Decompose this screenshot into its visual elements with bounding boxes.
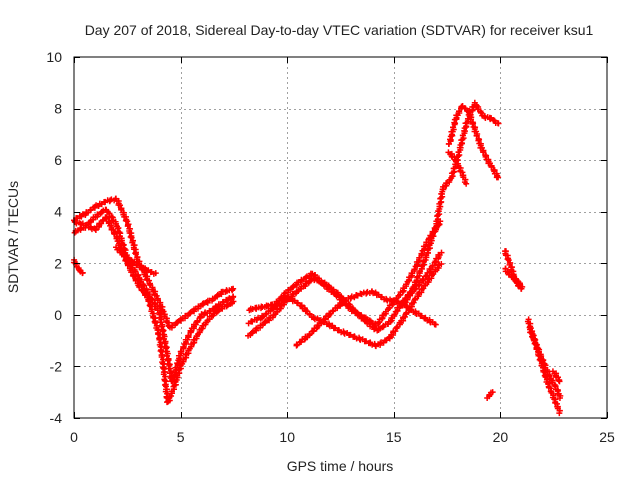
series-trace-o bbox=[502, 265, 526, 290]
data-point bbox=[447, 136, 454, 143]
data-point bbox=[556, 378, 563, 385]
y-tick-label: 6 bbox=[54, 152, 62, 168]
series-trace-h bbox=[246, 218, 444, 329]
y-tick-label: 2 bbox=[54, 255, 62, 271]
data-point bbox=[159, 364, 166, 371]
series-trace-c bbox=[71, 214, 237, 406]
data-point bbox=[152, 270, 159, 277]
x-tick-label: 20 bbox=[493, 429, 509, 445]
data-point bbox=[556, 410, 563, 417]
data-point bbox=[475, 137, 482, 144]
data-point bbox=[418, 250, 425, 257]
y-tick-label: 0 bbox=[54, 307, 62, 323]
series-trace-d bbox=[70, 256, 86, 277]
data-point bbox=[487, 116, 494, 123]
grid bbox=[74, 57, 607, 418]
data-point bbox=[230, 298, 237, 305]
y-tick-label: 8 bbox=[54, 101, 62, 117]
y-tick-label: -2 bbox=[50, 358, 63, 374]
data-point bbox=[463, 180, 470, 187]
series-trace-q bbox=[527, 326, 564, 401]
data-point bbox=[495, 120, 502, 127]
x-axis-label: GPS time / hours bbox=[287, 458, 394, 474]
y-tick-label: 4 bbox=[54, 204, 62, 220]
series-trace-i bbox=[293, 288, 439, 349]
data-point bbox=[489, 389, 496, 396]
data-point bbox=[146, 302, 153, 309]
y-axis-label: SDTVAR / TECUs bbox=[5, 181, 21, 293]
data-point bbox=[393, 324, 400, 331]
series-trace-j bbox=[401, 99, 502, 307]
series-trace-k bbox=[445, 103, 502, 181]
x-tick-label: 10 bbox=[279, 429, 295, 445]
data-point bbox=[519, 283, 526, 290]
data-point bbox=[504, 256, 511, 263]
data-point bbox=[164, 357, 171, 364]
axis-ticks: 0 5 10 15 20 25 -4 -2 0 2 4 6 8 10 bbox=[46, 49, 615, 445]
data-point bbox=[230, 285, 237, 292]
data-marks bbox=[70, 99, 564, 417]
data-point bbox=[556, 394, 563, 401]
series-trace-m bbox=[484, 389, 496, 402]
y-tick-label: 10 bbox=[46, 49, 62, 65]
data-point bbox=[79, 269, 86, 276]
data-point bbox=[432, 321, 439, 328]
x-tick-label: 5 bbox=[177, 429, 185, 445]
chart-title: Day 207 of 2018, Sidereal Day-to-day VTE… bbox=[85, 22, 594, 38]
x-tick-label: 0 bbox=[70, 429, 78, 445]
series-trace-e bbox=[113, 244, 159, 277]
data-point bbox=[230, 293, 237, 300]
series-trace-g bbox=[245, 260, 445, 350]
x-tick-label: 25 bbox=[599, 429, 615, 445]
y-tick-label: -4 bbox=[50, 410, 63, 426]
data-point bbox=[132, 250, 139, 257]
data-point bbox=[411, 266, 418, 273]
data-point bbox=[495, 174, 502, 181]
data-point bbox=[158, 323, 165, 330]
data-point bbox=[544, 368, 551, 375]
series-trace-f bbox=[245, 249, 445, 339]
data-point bbox=[438, 249, 445, 256]
series-trace-a bbox=[71, 195, 237, 331]
data-point bbox=[161, 340, 168, 347]
series-trace-l bbox=[445, 149, 470, 187]
series-trace-r bbox=[549, 368, 563, 385]
plot-frame bbox=[73, 56, 608, 419]
data-point bbox=[469, 121, 476, 128]
data-point bbox=[552, 383, 559, 390]
data-point bbox=[425, 276, 432, 283]
x-tick-label: 15 bbox=[386, 429, 402, 445]
data-point bbox=[438, 260, 445, 267]
data-point bbox=[422, 273, 429, 280]
